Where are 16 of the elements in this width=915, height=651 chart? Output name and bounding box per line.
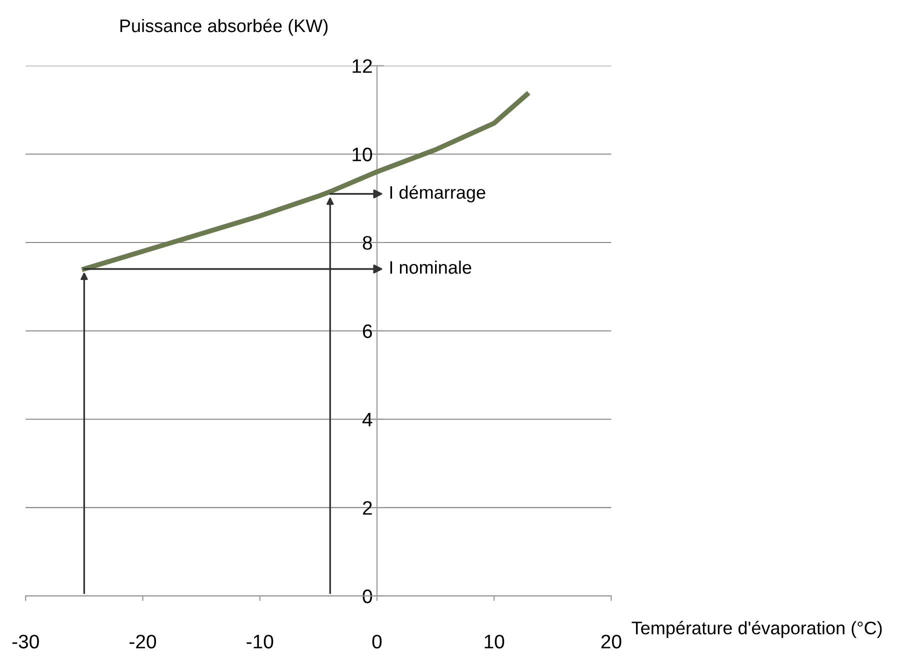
y-tick-label: 8 — [362, 236, 372, 250]
y-tick-label: 10 — [352, 148, 372, 162]
annotation: I nominale — [390, 260, 472, 274]
x-tick-label: 20 — [601, 634, 622, 648]
y-tick-label: 6 — [362, 324, 372, 338]
x-tick-label: 0 — [372, 634, 382, 648]
y-tick-label: 2 — [362, 501, 372, 515]
x-tick-label: 10 — [484, 634, 504, 648]
x-axis-title: Température d'évaporation (°C) — [632, 620, 882, 638]
y-tick-label: 4 — [362, 412, 372, 426]
y-tick-label: 12 — [352, 59, 372, 73]
annotation: I démarrage — [390, 185, 486, 202]
y-axis-title: Puissance absorbée (KW) — [120, 18, 328, 36]
x-tick-label: -10 — [246, 634, 274, 648]
x-tick-label: -30 — [12, 634, 39, 648]
x-tick-label: -20 — [130, 634, 156, 648]
